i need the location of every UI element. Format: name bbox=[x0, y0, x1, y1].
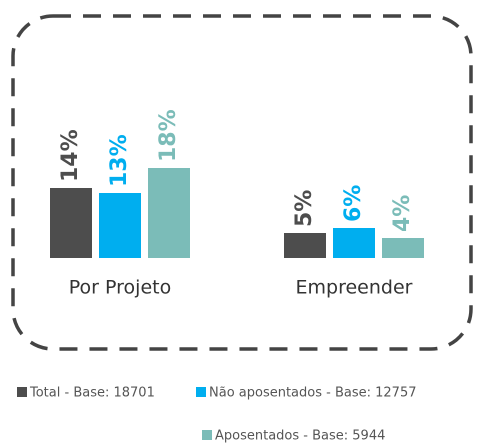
category-label: Empreender bbox=[296, 277, 413, 299]
bar bbox=[99, 193, 141, 258]
legend-label: Não aposentados - Base: 12757 bbox=[209, 386, 416, 401]
legend-label: Total - Base: 18701 bbox=[29, 386, 155, 401]
category-label: Por Projeto bbox=[69, 277, 171, 299]
value-label: 13% bbox=[107, 134, 132, 187]
value-label: 5% bbox=[292, 190, 317, 227]
frame bbox=[11, 14, 473, 351]
value-label: 4% bbox=[390, 195, 415, 232]
value-label: 6% bbox=[341, 185, 366, 222]
value-label: 18% bbox=[156, 109, 181, 162]
bar bbox=[148, 168, 190, 258]
bar bbox=[284, 233, 326, 258]
legend-swatch bbox=[196, 387, 206, 397]
bar bbox=[333, 228, 375, 258]
legend-swatch bbox=[202, 430, 212, 440]
value-label: 14% bbox=[58, 129, 83, 182]
bar bbox=[50, 188, 92, 258]
legend-swatch bbox=[17, 387, 27, 397]
legend-label: Aposentados - Base: 5944 bbox=[215, 429, 385, 444]
bar bbox=[382, 238, 424, 258]
